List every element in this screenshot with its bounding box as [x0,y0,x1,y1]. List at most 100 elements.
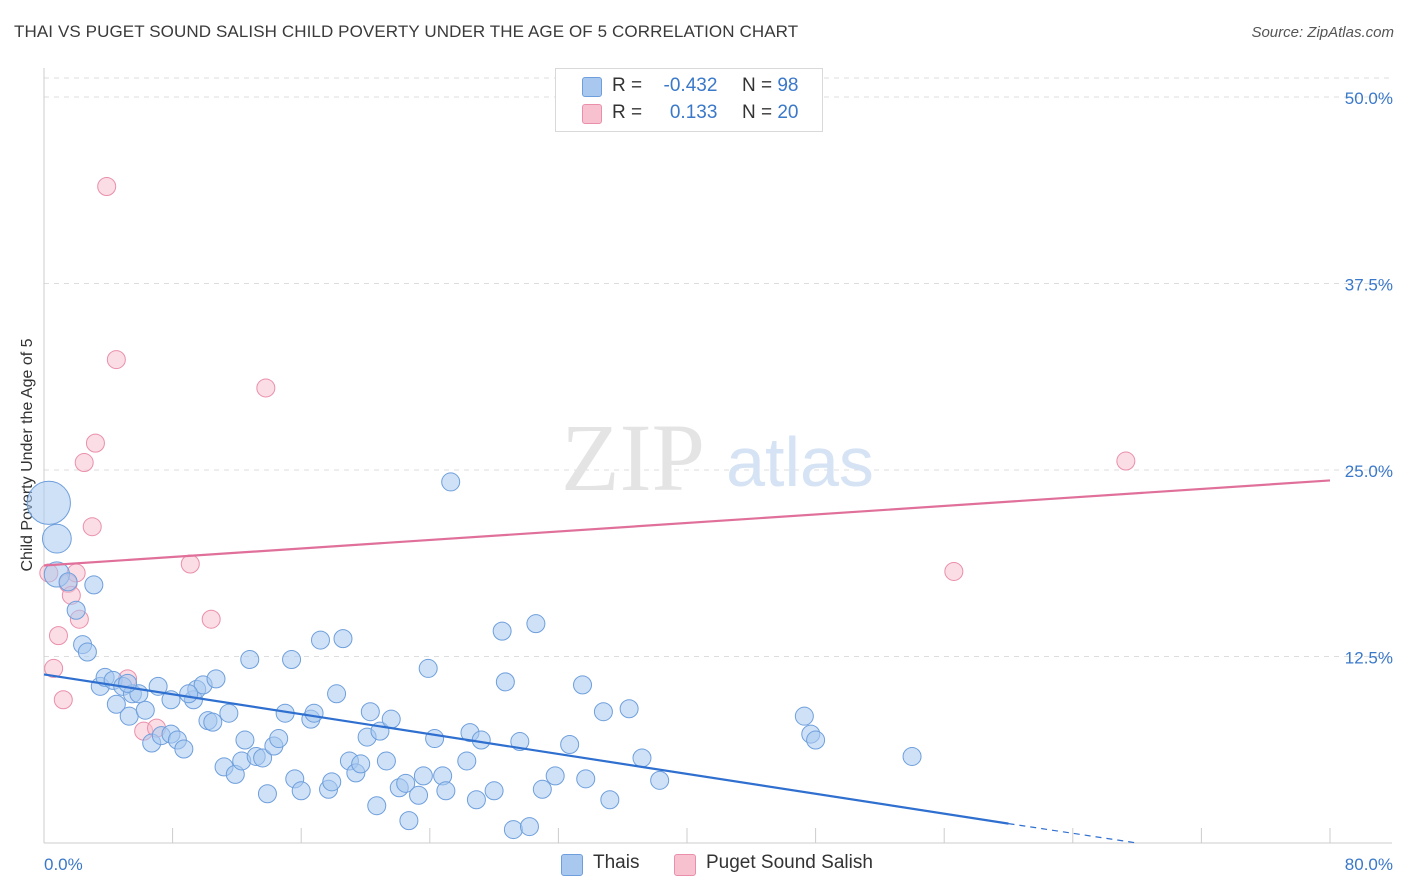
thais-point [135,700,155,720]
thais-point [106,694,126,714]
stats-legend: R = -0.432 N = 98 R = 0.133 N = 20 [555,68,823,132]
thais-point [206,669,226,689]
thais-point [466,790,486,810]
thais-point [58,572,78,592]
x-tick-label-max: 80.0% [1345,855,1393,874]
puget-point [85,433,105,453]
watermark-zip: ZIP [561,404,705,511]
thais-point [425,729,445,749]
thais-point [376,751,396,771]
puget-swatch [582,104,602,124]
thais-points [26,472,922,840]
puget-point [48,626,68,646]
legend-r-label: R = [612,102,643,123]
puget-point [180,554,200,574]
thais-point [253,748,273,768]
source-label: Source: ZipAtlas.com [1251,24,1394,41]
thais-point [600,790,620,810]
legend-n-value: 20 [777,102,799,123]
thais-point [399,811,419,831]
thais-point [413,766,433,786]
thais-point [322,772,342,792]
y-tick-label: 37.5% [1345,276,1393,295]
thais-trend-line [43,673,1009,825]
thais-point [576,769,596,789]
thais-point [351,754,371,774]
thais-point [492,621,512,641]
thais-point [269,729,289,749]
thais-point [593,702,613,722]
thais-point [367,796,387,816]
puget-trend-line [43,479,1331,567]
legend-n-label: N = [741,75,773,96]
thais-point [619,699,639,719]
thais-point [235,730,255,750]
tick-labels: 12.5% 25.0% 37.5% 50.0% 0.0% 80.0% [44,89,1393,874]
thais-point [650,770,670,790]
puget-swatch [674,854,696,876]
gridlines [44,77,1392,657]
thais-point [457,751,477,771]
puget-point [944,561,964,581]
thais-point [360,702,380,722]
thais-point [203,712,223,732]
watermark: ZIP atlas [561,404,874,511]
thais-point [436,781,456,801]
axes [43,68,1392,844]
chart-title: THAI VS PUGET SOUND SALISH CHILD POVERTY… [14,22,799,41]
thais-point [573,675,593,695]
thais-point [26,480,71,525]
watermark-atlas: atlas [726,423,874,501]
thais-point [902,746,922,766]
legend-r-value: -0.432 [663,75,718,96]
thais-swatch [561,854,583,876]
trend-lines [43,479,1331,844]
legend-r-value: 0.133 [669,102,718,123]
y-tick-label: 25.0% [1345,462,1393,481]
x-tick-label-min: 0.0% [44,855,83,874]
thais-point [219,703,239,723]
thais-point [545,766,565,786]
puget-point [201,609,221,629]
thais-point [503,820,523,840]
thais-point [327,684,347,704]
thais-point [510,732,530,752]
thais-point [396,773,416,793]
thais-point [632,748,652,768]
thais-point [441,472,461,492]
thais-point [519,817,539,837]
thais-point [381,709,401,729]
puget-point [97,177,117,197]
thais-point [310,630,330,650]
puget-point [256,378,276,398]
thais-point [240,649,260,669]
thais-point [257,784,277,804]
thais-point [794,706,814,726]
thais-point [118,673,138,693]
thais-point [174,739,194,759]
thais-point [409,785,429,805]
thais-point [282,649,302,669]
y-tick-label: 50.0% [1345,89,1393,108]
thais-point [41,523,72,554]
puget-point [106,350,126,370]
thais-point [119,706,139,726]
thais-point [291,781,311,801]
thais-point [77,642,97,662]
thais-point [484,781,504,801]
thais-point [179,684,199,704]
thais-point [806,730,826,750]
thais-point [418,658,438,678]
legend-n-value: 98 [777,75,799,96]
legend-n-label: N = [741,102,773,123]
thais-point [333,629,353,649]
thais-point [560,735,580,755]
puget-point [44,658,64,678]
puget-point [53,690,73,710]
thais-point [66,600,86,620]
puget-point [82,517,102,537]
bottom-legend-puget-label: Puget Sound Salish [706,852,873,873]
thais-point [532,779,552,799]
thais-point [495,672,515,692]
